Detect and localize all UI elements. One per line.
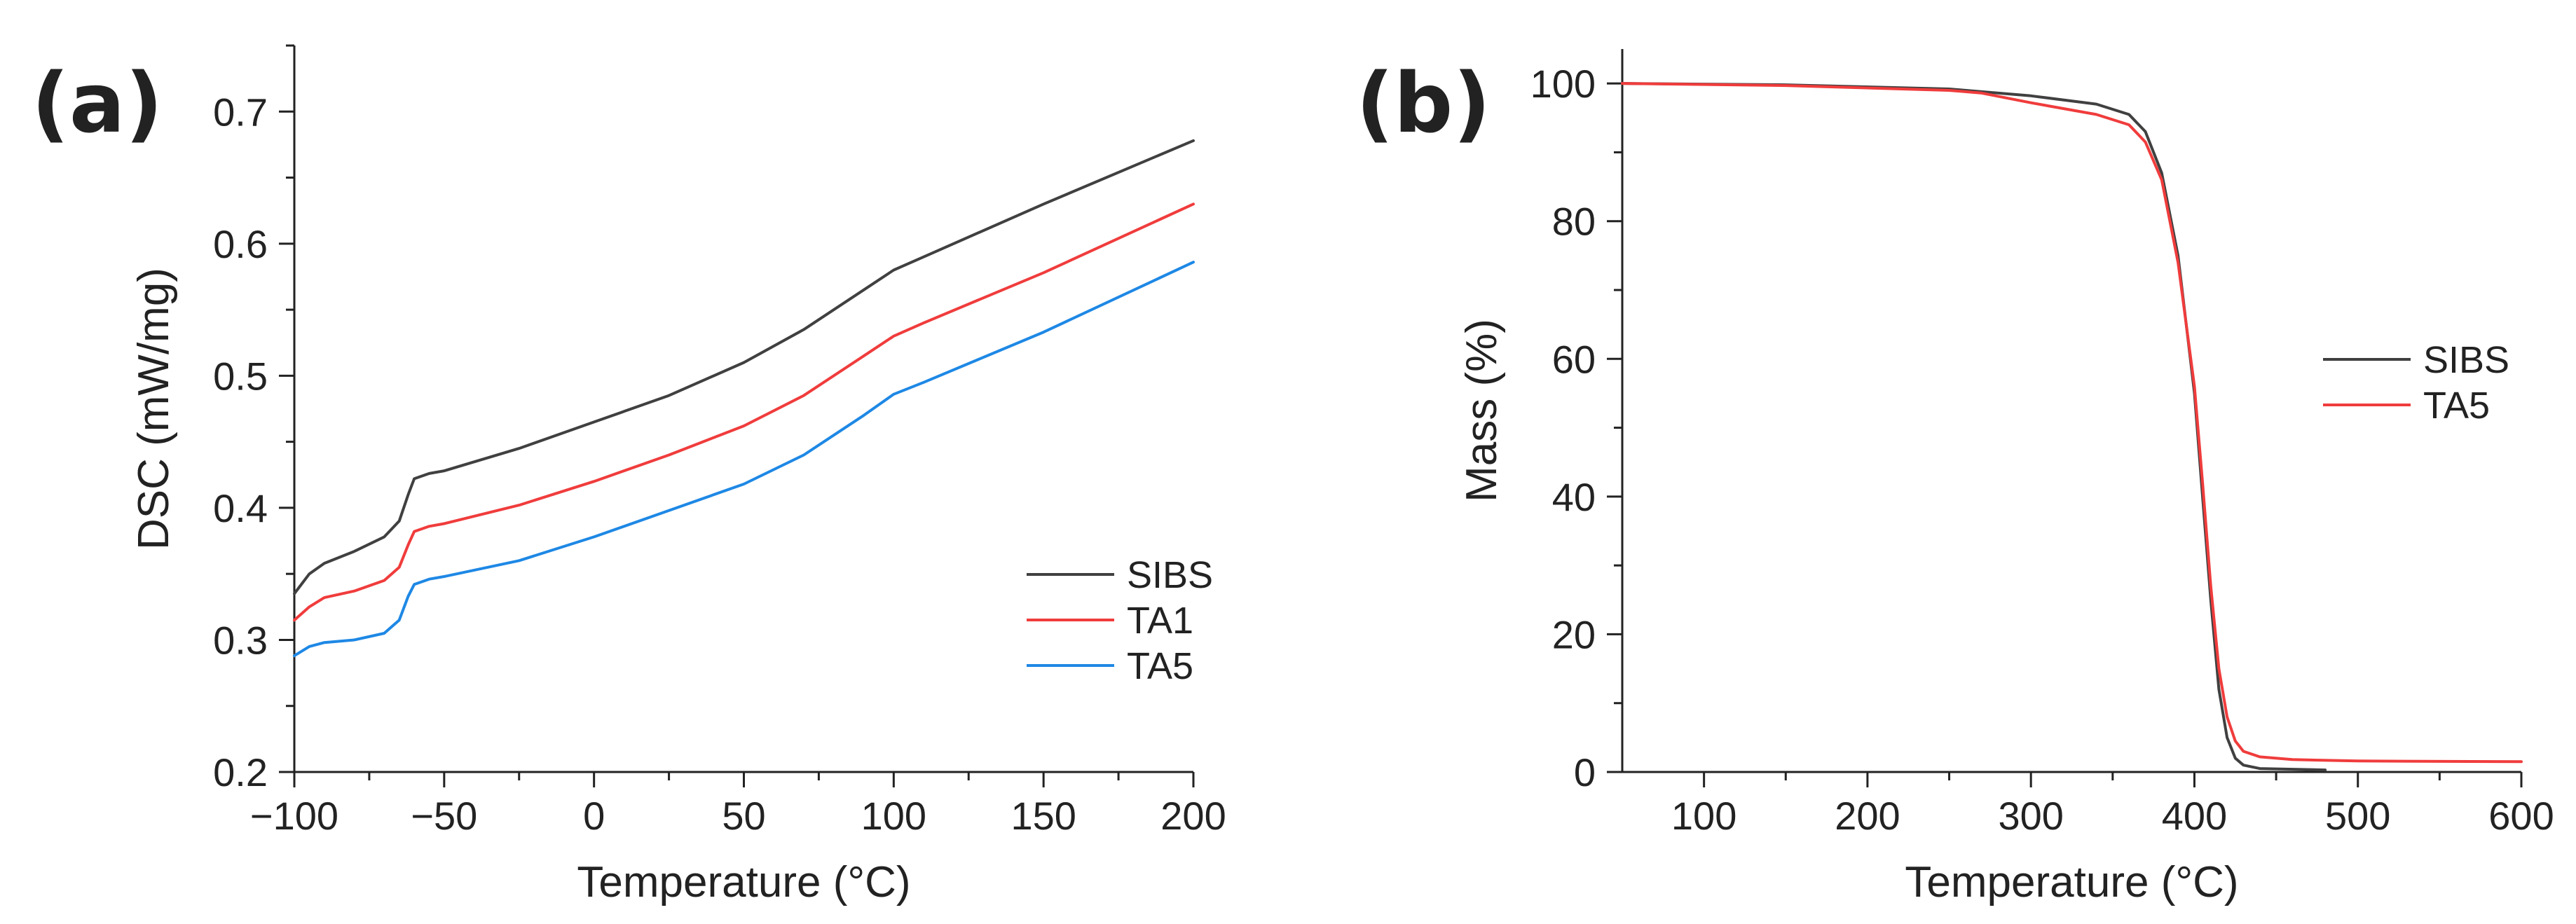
y-tick-label: 0.3	[213, 618, 268, 662]
x-tick-label: 150	[1010, 794, 1076, 838]
x-tick-label: 100	[1671, 794, 1736, 838]
x-tick-label: 600	[2488, 794, 2554, 838]
series-line-ta5	[1621, 82, 2523, 764]
chart-a: −100 −50 0 50 100 150 200 0.2 0.3 0.4 0.5 0.6 0.7 Tem…	[130, 44, 1226, 906]
y-tick-label: 0.4	[213, 486, 268, 530]
y-tick-label: 0.6	[213, 222, 268, 266]
legend-label-ta5: TA5	[2423, 385, 2490, 427]
x-tick-label: −50	[411, 794, 477, 838]
axis-frame	[1621, 49, 2521, 773]
legend-label-ta1: TA1	[1127, 600, 1193, 642]
y-axis-title: DSC (mW/mg)	[130, 268, 178, 550]
x-tick-label: 300	[1998, 794, 2063, 838]
x-tick-label: 100	[861, 794, 926, 838]
series-line-ta1	[293, 202, 1195, 622]
x-tick-label: 0	[583, 794, 605, 838]
chart-b: 100 200 300 400 500 600 0 20 40 60 80 100 Temperatur…	[1458, 49, 2554, 906]
x-axis-title: Temperature (°C)	[1905, 858, 2238, 906]
y-tick-label: 20	[1552, 612, 1596, 656]
legend-label-sibs: SIBS	[2423, 339, 2509, 381]
series-line-ta5	[293, 261, 1195, 658]
panel-a-label: (a)	[32, 55, 163, 151]
legend-label-ta5: TA5	[1127, 645, 1193, 687]
legend-label-sibs: SIBS	[1127, 554, 1213, 596]
y-tick-label: 100	[1530, 62, 1596, 106]
x-tick-label: 500	[2325, 794, 2390, 838]
y-tick-label: 40	[1552, 475, 1596, 519]
x-tick-label: −100	[250, 794, 338, 838]
y-tick-label: 0	[1574, 750, 1596, 794]
x-tick-label: 200	[1160, 794, 1226, 838]
series-line-sibs	[293, 139, 1195, 595]
y-tick-label: 0.7	[213, 90, 268, 134]
y-tick-label: 0.2	[213, 750, 268, 794]
axis-frame	[293, 46, 1193, 773]
x-tick-label: 50	[722, 794, 765, 838]
x-axis-title: Temperature (°C)	[577, 858, 910, 906]
x-tick-label: 400	[2162, 794, 2227, 838]
y-tick-label: 60	[1552, 337, 1596, 381]
y-axis-title: Mass (%)	[1458, 319, 1506, 502]
x-tick-label: 200	[1835, 794, 1900, 838]
y-tick-label: 0.5	[213, 354, 268, 398]
panel-b-label: (b)	[1356, 55, 1491, 151]
y-tick-label: 80	[1552, 200, 1596, 244]
